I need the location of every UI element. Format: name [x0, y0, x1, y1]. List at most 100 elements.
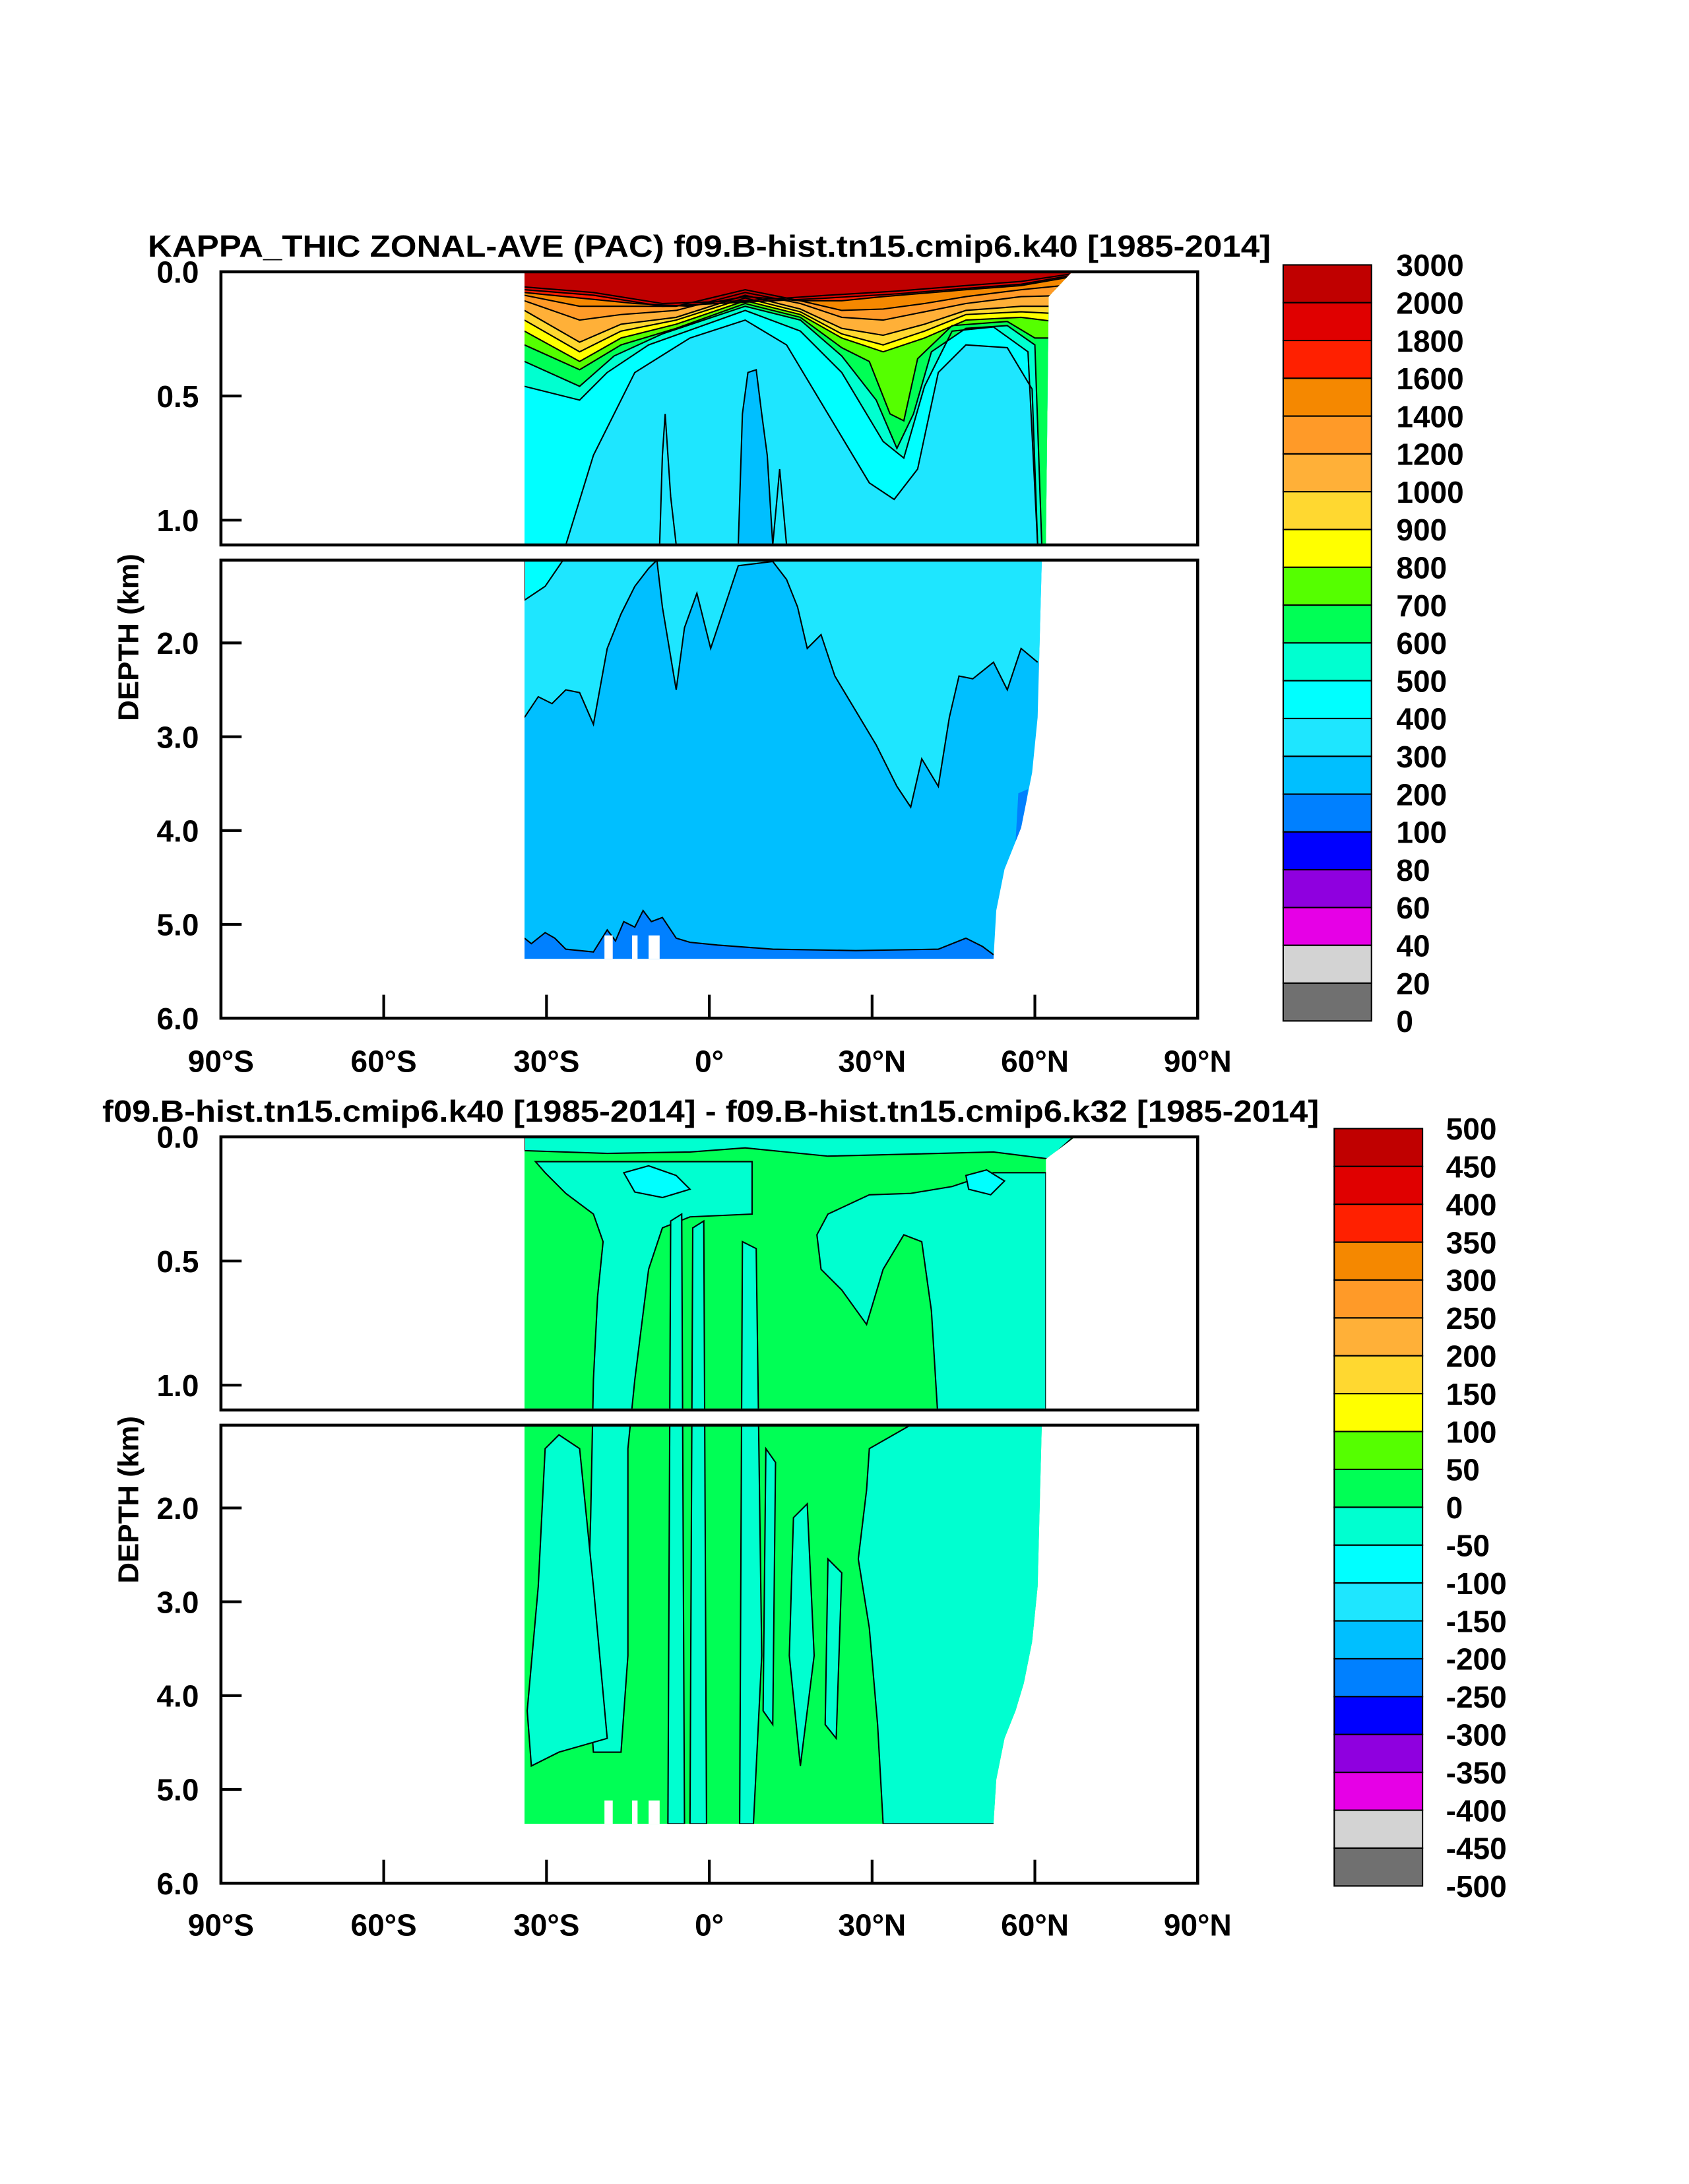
colorbar-label: 200 — [1446, 1339, 1497, 1374]
upper-panel-fill — [524, 273, 1071, 544]
colorbar-label: -400 — [1446, 1793, 1507, 1828]
colorbar-label: 350 — [1446, 1225, 1497, 1260]
colorbar-box — [1333, 1317, 1424, 1357]
contour-line — [524, 909, 994, 955]
band-minus50-0 — [689, 1219, 707, 1409]
colorbar-label: 300 — [1396, 740, 1447, 774]
band-minus50-0 — [667, 1425, 685, 1824]
band-minus100-minus50 — [965, 1169, 1006, 1196]
colorbar-label: 250 — [1446, 1301, 1497, 1335]
colorbar-label: -500 — [1446, 1869, 1507, 1904]
y-tick-label: 0.0 — [156, 1120, 199, 1155]
colorbar-label: 40 — [1396, 928, 1430, 963]
plot-title: KAPPA_THIC ZONAL-AVE (PAC) f09.B-hist.tn… — [148, 229, 1271, 263]
contour-line — [524, 273, 1071, 305]
band-100-200 — [1015, 789, 1029, 842]
colorbar-label: 800 — [1396, 551, 1447, 585]
x-tick-label: 60°N — [1001, 1044, 1069, 1079]
missing-data — [604, 1800, 613, 1824]
band-minus50-0 — [739, 1425, 763, 1824]
colorbar-label: -300 — [1446, 1718, 1507, 1752]
contour-line — [524, 305, 1071, 544]
colorbar-label: 0 — [1446, 1491, 1463, 1525]
band-600-700 — [524, 273, 1071, 544]
contour-line — [524, 302, 1071, 422]
colorbar-box — [1282, 604, 1372, 644]
colorbar-box — [1282, 264, 1372, 304]
upper-panel-frame — [219, 270, 1199, 547]
band-minus50-0 — [689, 1425, 707, 1824]
axes: 0.0 0.5 1.0 2.0 3.0 4.0 5.0 6.0 90°S 60°S 30°S 0° 30… — [156, 1120, 1231, 1943]
colorbar-label: 100 — [1396, 816, 1447, 850]
y-tick-label: 2.0 — [156, 1491, 199, 1526]
colorbar-label: 0 — [1396, 1004, 1413, 1039]
upper-panel-frame — [219, 1135, 1199, 1412]
colorbar-box — [1282, 680, 1372, 720]
colorbar-label: 400 — [1446, 1188, 1497, 1222]
colorbar-box — [1333, 1204, 1424, 1243]
band-above-2000 — [524, 273, 1071, 304]
x-tick-label: 60°N — [1001, 1908, 1069, 1943]
contour-fill — [524, 273, 1071, 959]
band-minus50-0 — [526, 1434, 608, 1768]
colorbar-label: -350 — [1446, 1756, 1507, 1790]
colorbar-label: -250 — [1446, 1680, 1507, 1714]
contour-line — [772, 468, 788, 544]
colorbar-box — [1333, 1393, 1424, 1432]
y-tick-label: 0.5 — [156, 1244, 199, 1279]
missing-data — [649, 1800, 660, 1824]
y-axis-label: DEPTH (km) — [112, 554, 144, 721]
colorbar-box — [1282, 793, 1372, 833]
x-tick-label: 30°N — [838, 1908, 906, 1943]
colorbar-label: 700 — [1396, 589, 1447, 623]
colorbar-label: -100 — [1446, 1566, 1507, 1601]
contour-line — [524, 275, 1071, 307]
axes: 0.0 0.5 1.0 2.0 3.0 4.0 5.0 6.0 90°S 60°S 30°S 0° 30… — [156, 255, 1231, 1079]
y-tick-label: 3.0 — [156, 720, 199, 754]
contour-line — [524, 309, 1071, 544]
x-tick-label: 0° — [695, 1908, 724, 1943]
lower-panel-fill — [524, 1425, 1042, 1824]
colorbar-box — [1333, 1733, 1424, 1774]
colorbar-box — [1282, 415, 1372, 455]
colorbar-box — [1282, 529, 1372, 568]
lower-panel-fill — [524, 562, 1042, 959]
y-tick-label: 2.0 — [156, 626, 199, 660]
y-tick-label: 3.0 — [156, 1585, 199, 1619]
x-tick-label: 30°S — [513, 1908, 579, 1943]
missing-data — [649, 935, 660, 959]
colorbar-box — [1282, 491, 1372, 530]
contour-line — [658, 414, 677, 544]
y-tick-label: 0.0 — [156, 255, 199, 290]
x-tick-label: 60°S — [350, 1908, 416, 1943]
band-minus50-0 — [788, 1502, 815, 1766]
colorbar-label: 50 — [1446, 1453, 1480, 1487]
x-tick-label: 60°S — [350, 1044, 416, 1079]
colorbar-label: 20 — [1396, 967, 1430, 1001]
colorbar-label: 100 — [1446, 1415, 1497, 1449]
contour-fill — [524, 1138, 1074, 1824]
x-tick-label: 30°S — [513, 1044, 579, 1079]
contour-line — [524, 274, 1071, 307]
colorbar-box — [1333, 1847, 1424, 1887]
colorbar-box — [1282, 340, 1372, 379]
colorbar-label: 150 — [1446, 1377, 1497, 1411]
colorbar-box — [1282, 869, 1372, 909]
colorbar-box — [1333, 1582, 1424, 1622]
colorbar-label: 500 — [1446, 1112, 1497, 1146]
colorbar-label: 1600 — [1396, 362, 1463, 396]
colorbar-box — [1282, 907, 1372, 946]
colorbar-box — [1282, 717, 1372, 757]
y-axis-label: DEPTH (km) — [112, 1416, 144, 1584]
colorbar-box — [1282, 755, 1372, 795]
colorbar-box — [1282, 831, 1372, 871]
band-minus100-minus50 — [622, 1165, 691, 1199]
colorbar-label: 900 — [1396, 513, 1447, 547]
colorbar-box — [1282, 944, 1372, 984]
colorbar-label: 1400 — [1396, 399, 1463, 434]
colorbar-box — [1333, 1772, 1424, 1811]
colorbar-label: 80 — [1396, 853, 1430, 887]
x-tick-label: 90°N — [1164, 1908, 1232, 1943]
plot-title: f09.B-hist.tn15.cmip6.k40 [1985-2014] - … — [102, 1094, 1319, 1128]
